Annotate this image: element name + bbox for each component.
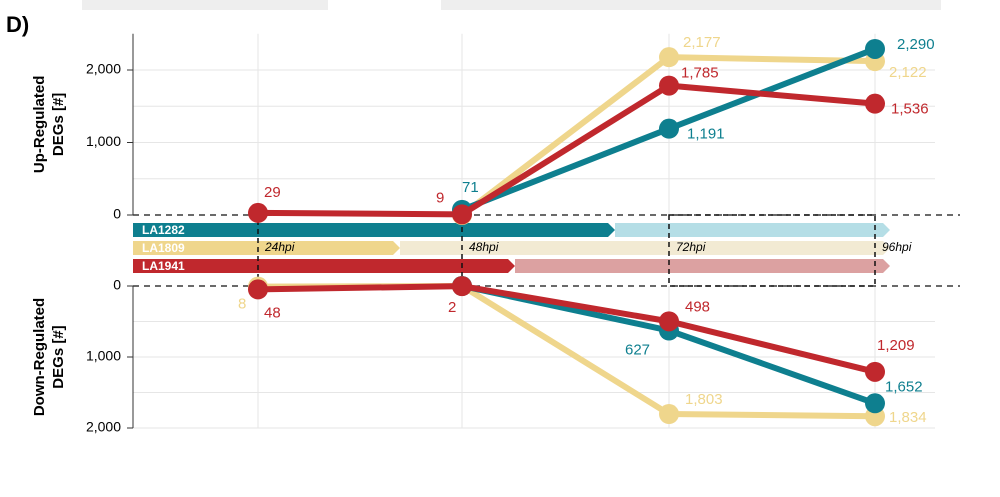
y-tick-label: 1,000 [86,133,121,149]
y-tick-label: 0 [113,277,121,293]
data-label: 1,536 [891,101,929,118]
data-label: 2 [448,299,456,316]
y-axis-label: DEGs [#] [50,93,67,156]
data-label: 1,834 [889,409,927,426]
data-point [865,93,885,114]
data-point [659,404,679,425]
strain-label: LA1282 [142,223,185,237]
time-window [668,214,876,287]
y-axis-label: Down-Regulated [31,298,48,416]
data-point [659,118,679,139]
data-label: 627 [625,341,650,358]
data-label: 1,652 [885,378,923,395]
time-label: 48hpi [469,240,499,254]
data-label: 8 [238,296,246,313]
series-line [257,82,876,218]
y-tick-label: 2,000 [86,419,121,435]
data-point [248,202,268,223]
data-label: 2,290 [897,36,935,53]
data-point [248,279,268,300]
data-label: 9 [436,189,444,206]
data-point [659,47,679,68]
y-tick-label: 1,000 [86,348,121,364]
data-label: 2,122 [889,64,927,81]
strain-band: LA1809 LA1282 LA1941 24hpi 48hpi 72hpi 96hpi [133,214,912,287]
time-label: 24hpi [264,240,295,254]
strain-bar [133,223,615,237]
grid: Up-Regulated DEGs [#]01,0002,000Down-Regu… [31,33,960,435]
series-line [257,283,876,375]
data-label: 1,785 [681,65,719,82]
data-point [659,311,679,332]
data-point [865,361,885,382]
data-label: 1,209 [877,337,915,354]
data-label: 1,191 [687,126,725,143]
data-label: 2,177 [683,34,721,51]
data-point [452,204,472,225]
data-label: 71 [462,179,479,196]
strain-bar [133,259,515,273]
strain-bar [133,241,400,255]
strain-label: LA1941 [142,259,185,273]
cropped-box [82,0,328,10]
data-label: 29 [264,184,281,201]
y-axis-label: Up-Regulated [31,76,48,174]
data-label: 498 [685,298,710,315]
y-axis-label: DEGs [#] [50,325,67,388]
strain-label: LA1809 [142,241,185,255]
data-point [865,38,885,59]
strain-bar-light [400,241,890,255]
y-tick-label: 2,000 [86,61,121,77]
time-label: 72hpi [676,240,706,254]
y-tick-label: 0 [113,206,121,222]
data-label: 1,803 [685,391,723,408]
cropped-box [441,0,941,10]
panel-label: D) [6,12,29,37]
time-label: 96hpi [882,240,912,254]
strain-bar-light [515,259,890,273]
data-point [865,393,885,414]
data-point [452,276,472,297]
lines: 2,177 2,122 71 1,191 2,290 29 9 1,785 1,536 8 1,80… [238,34,935,427]
strain-bar-light [615,223,890,237]
data-label: 48 [264,304,281,321]
data-point [659,75,679,96]
